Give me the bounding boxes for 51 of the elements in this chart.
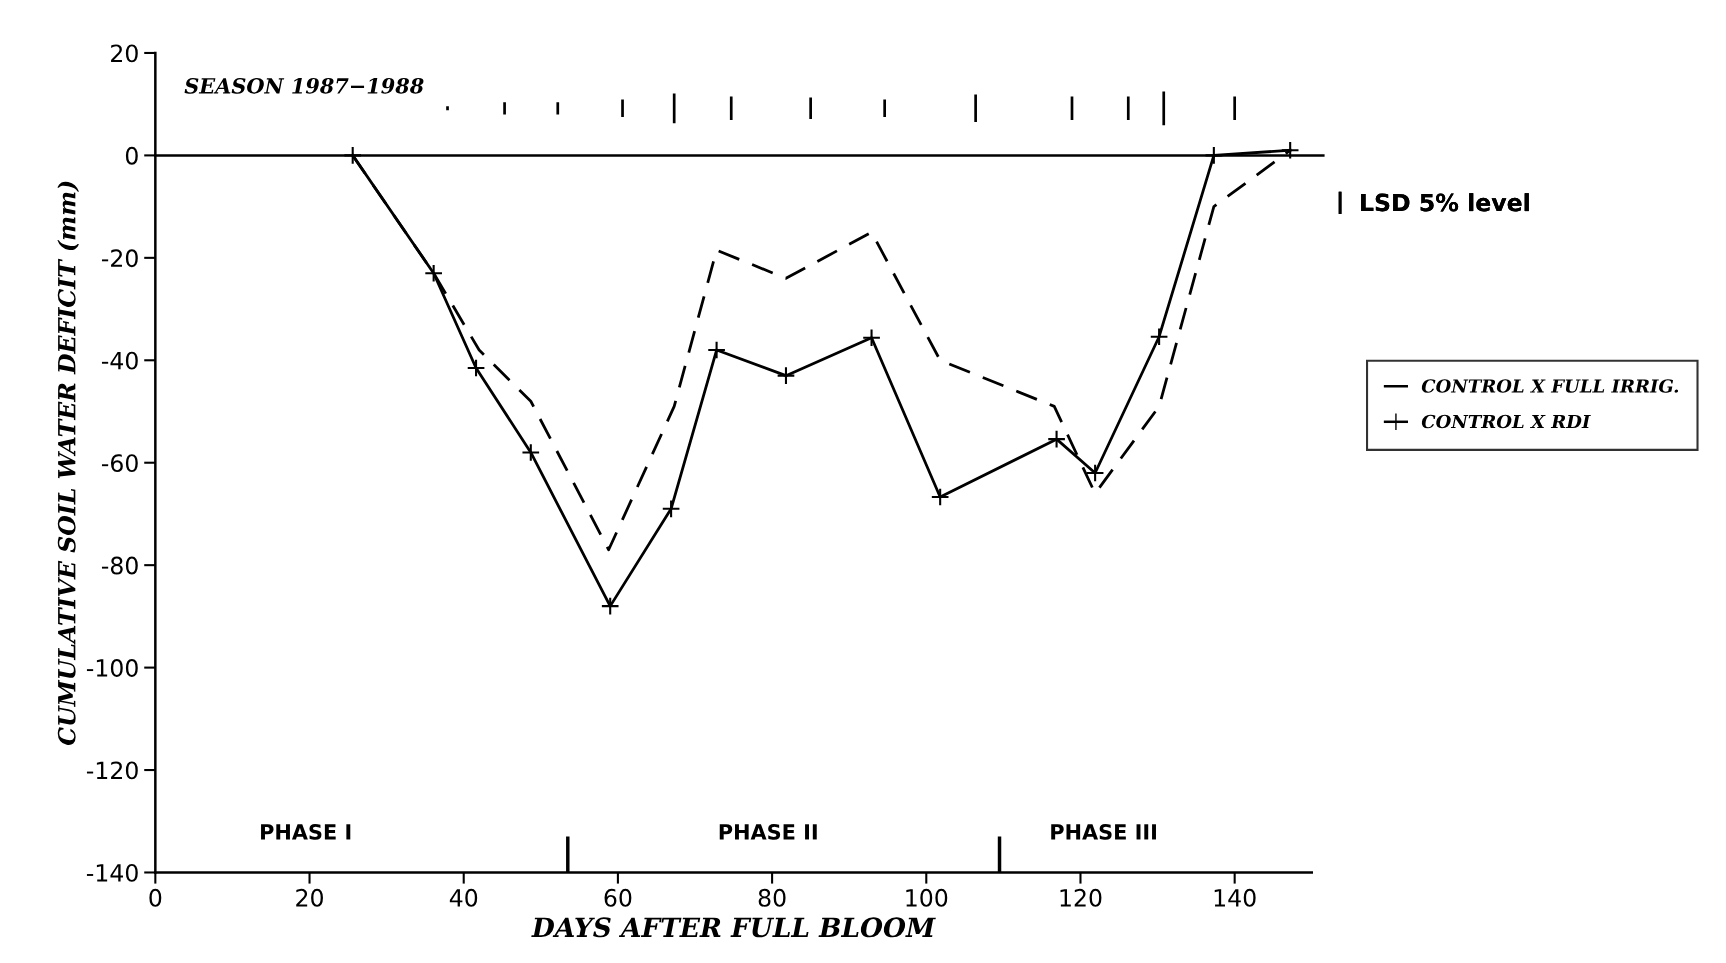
bar [809, 97, 812, 120]
bar [883, 99, 886, 117]
x-tick-label: 140 [1214, 888, 1256, 907]
y-tick-label: -120 [86, 761, 138, 780]
annotation: PHASE I [261, 824, 351, 840]
y-axis-title: CUMULATIVE SOIL WATER DEFICIT (mm) [57, 181, 79, 745]
annotation: PHASE III [1051, 824, 1156, 840]
x-axis-title: DAYS AFTER FULL BLOOM [531, 917, 936, 938]
point [424, 263, 444, 283]
point [1047, 429, 1066, 449]
bar [1233, 96, 1237, 121]
point [1280, 140, 1300, 160]
bar [503, 102, 506, 115]
point [661, 499, 681, 519]
x-tick-label: 40 [449, 888, 478, 907]
x-tick-label: 120 [1060, 888, 1102, 907]
point [930, 487, 950, 507]
y-tick-label: -20 [101, 249, 138, 268]
y-tick-label: -60 [101, 454, 138, 473]
y-tick-label: 0 [125, 146, 138, 165]
x-tick-label: 60 [604, 888, 632, 907]
bar [672, 93, 676, 124]
bar [1162, 91, 1166, 126]
x-tick-label: 80 [758, 888, 786, 907]
point [466, 358, 486, 378]
y-tick-label: -80 [101, 556, 138, 575]
point [521, 443, 541, 462]
x-tick-label: 0 [149, 888, 162, 907]
bar [556, 102, 560, 115]
point [707, 340, 726, 360]
point [862, 328, 881, 348]
point [1085, 463, 1105, 483]
point [600, 596, 620, 616]
bar [729, 96, 733, 121]
annotation: PHASE II [719, 824, 817, 840]
legend-label: CONTROL X FULL IRRIG. [1421, 379, 1679, 393]
y-tick-label: -40 [101, 351, 138, 370]
bar [1126, 96, 1130, 121]
legend-label: CONTROL X RDI [1421, 414, 1591, 429]
x-tick-label: 100 [906, 888, 948, 907]
x-tick-label: 20 [296, 888, 323, 907]
text: SEASON 1987−1988 [184, 77, 424, 94]
y-tick-label: -140 [86, 863, 138, 882]
y-tick-label: 20 [111, 44, 138, 63]
bar [446, 106, 449, 111]
legend-label: LSD 5% level [1361, 193, 1529, 212]
y-tick-label: -100 [86, 659, 138, 677]
point [1149, 327, 1169, 347]
bar [974, 94, 977, 123]
point [776, 366, 796, 386]
bar [621, 99, 624, 117]
